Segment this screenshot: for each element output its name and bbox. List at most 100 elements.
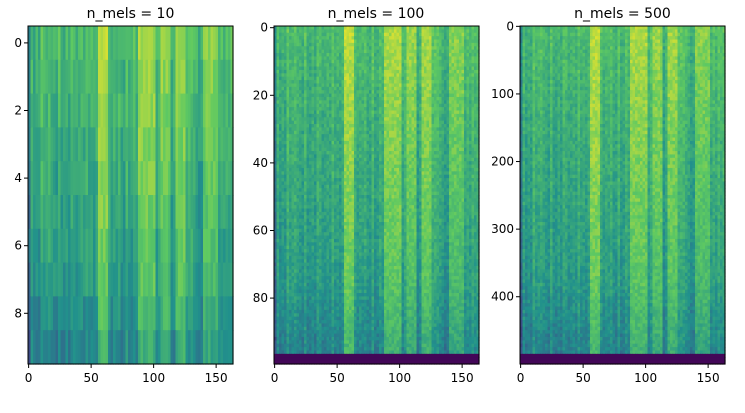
heatmap-cell — [356, 69, 360, 74]
heatmap-cell — [93, 161, 97, 196]
heatmap-cell — [411, 26, 415, 30]
heatmap-cell — [389, 73, 393, 78]
heatmap-cell — [85, 296, 89, 331]
heatmap-cell — [286, 73, 290, 78]
heatmap-cell — [374, 36, 378, 41]
heatmap-cell — [30, 262, 34, 297]
heatmap-cell — [476, 46, 480, 51]
heatmap-cell — [454, 32, 458, 37]
heatmap-cell — [339, 76, 343, 81]
heatmap-cell — [203, 262, 207, 297]
heatmap-cell — [326, 26, 330, 30]
heatmap-cell — [304, 26, 308, 30]
heatmap-cell — [409, 49, 413, 54]
heatmap-cell — [33, 195, 37, 230]
heatmap-cell — [230, 127, 234, 162]
heatmap-cell — [329, 29, 333, 34]
heatmap-cell — [361, 76, 365, 81]
heatmap-cell — [301, 80, 305, 85]
heatmap-cell — [28, 296, 32, 331]
heatmap-cell — [396, 36, 400, 41]
heatmap-cell — [391, 29, 395, 34]
heatmap-cell — [341, 73, 345, 78]
heatmap-cell — [344, 56, 348, 61]
heatmap-cell — [133, 26, 137, 61]
heatmap-cell — [434, 80, 438, 85]
x-tick-label: 150 — [205, 371, 228, 385]
heatmap-cell — [108, 195, 112, 230]
heatmap-cell — [371, 76, 375, 81]
heatmap-cell — [80, 127, 84, 162]
heatmap-cell — [105, 127, 109, 162]
heatmap-cell — [379, 42, 383, 47]
heatmap-cell — [414, 26, 418, 30]
heatmap-cell — [434, 69, 438, 74]
heatmap-cell — [45, 195, 49, 230]
heatmap-cell — [125, 127, 129, 162]
heatmap-cell — [73, 296, 77, 331]
heatmap-cell — [203, 127, 207, 162]
heatmap-cell — [426, 29, 430, 34]
heatmap-cell — [218, 195, 222, 230]
heatmap-cell — [339, 42, 343, 47]
heatmap-cell — [444, 59, 448, 64]
heatmap-cell — [55, 127, 59, 162]
heatmap-cell — [369, 29, 373, 34]
heatmap-cell — [391, 46, 395, 51]
heatmap-cell — [399, 46, 403, 51]
heatmap-cell — [414, 66, 418, 71]
heatmap-cell — [319, 39, 323, 44]
x-tick-label: 100 — [142, 371, 165, 385]
heatmap-cell — [396, 66, 400, 71]
heatmap-cell — [73, 262, 77, 297]
heatmap-cell — [190, 127, 194, 162]
heatmap-cell — [386, 49, 390, 54]
heatmap-cell — [128, 161, 132, 196]
heatmap-cell — [461, 69, 465, 74]
heatmap-cell — [354, 49, 358, 54]
heatmap-cell — [223, 296, 227, 331]
heatmap-cell — [466, 80, 470, 85]
heatmap-cell — [163, 26, 167, 61]
heatmap-cell — [419, 63, 423, 68]
heatmap-cell — [193, 296, 197, 331]
heatmap-cell — [145, 26, 149, 61]
heatmap-cell — [409, 69, 413, 74]
heatmap-cell — [349, 59, 353, 64]
heatmap-cell — [279, 66, 283, 71]
heatmap-cell — [374, 53, 378, 58]
heatmap-cell — [426, 63, 430, 68]
heatmap-cell — [88, 26, 92, 61]
heatmap-cell — [384, 59, 388, 64]
heatmap-cell — [471, 46, 475, 51]
heatmap-cell — [281, 66, 285, 71]
heatmap-cell — [436, 46, 440, 51]
heatmap-cell — [394, 42, 398, 47]
heatmap-cell — [133, 59, 137, 95]
heatmap-cell — [349, 49, 353, 54]
heatmap-cell — [70, 93, 74, 128]
heatmap-cell — [444, 42, 448, 47]
heatmap-cell — [411, 69, 415, 74]
heatmap-cell — [228, 228, 232, 264]
heatmap-cell — [115, 26, 119, 61]
heatmap-cell — [446, 56, 450, 61]
heatmap-cell — [381, 32, 385, 37]
heatmap-cell — [466, 53, 470, 58]
heatmap-cell — [439, 39, 443, 44]
heatmap-cell — [274, 69, 278, 74]
heatmap-cell — [376, 42, 380, 47]
heatmap-cell — [389, 46, 393, 51]
heatmap-cell — [456, 36, 460, 41]
heatmap-cell — [155, 93, 159, 128]
heatmap-cell — [329, 42, 333, 47]
heatmap-cell — [401, 59, 405, 64]
heatmap-cell — [441, 80, 445, 85]
heatmap-cell — [371, 39, 375, 44]
heatmap-cell — [346, 63, 350, 68]
heatmap-cell — [65, 195, 69, 230]
heatmap-cell — [55, 195, 59, 230]
heatmap-cell — [83, 262, 87, 297]
heatmap-cell — [439, 29, 443, 34]
